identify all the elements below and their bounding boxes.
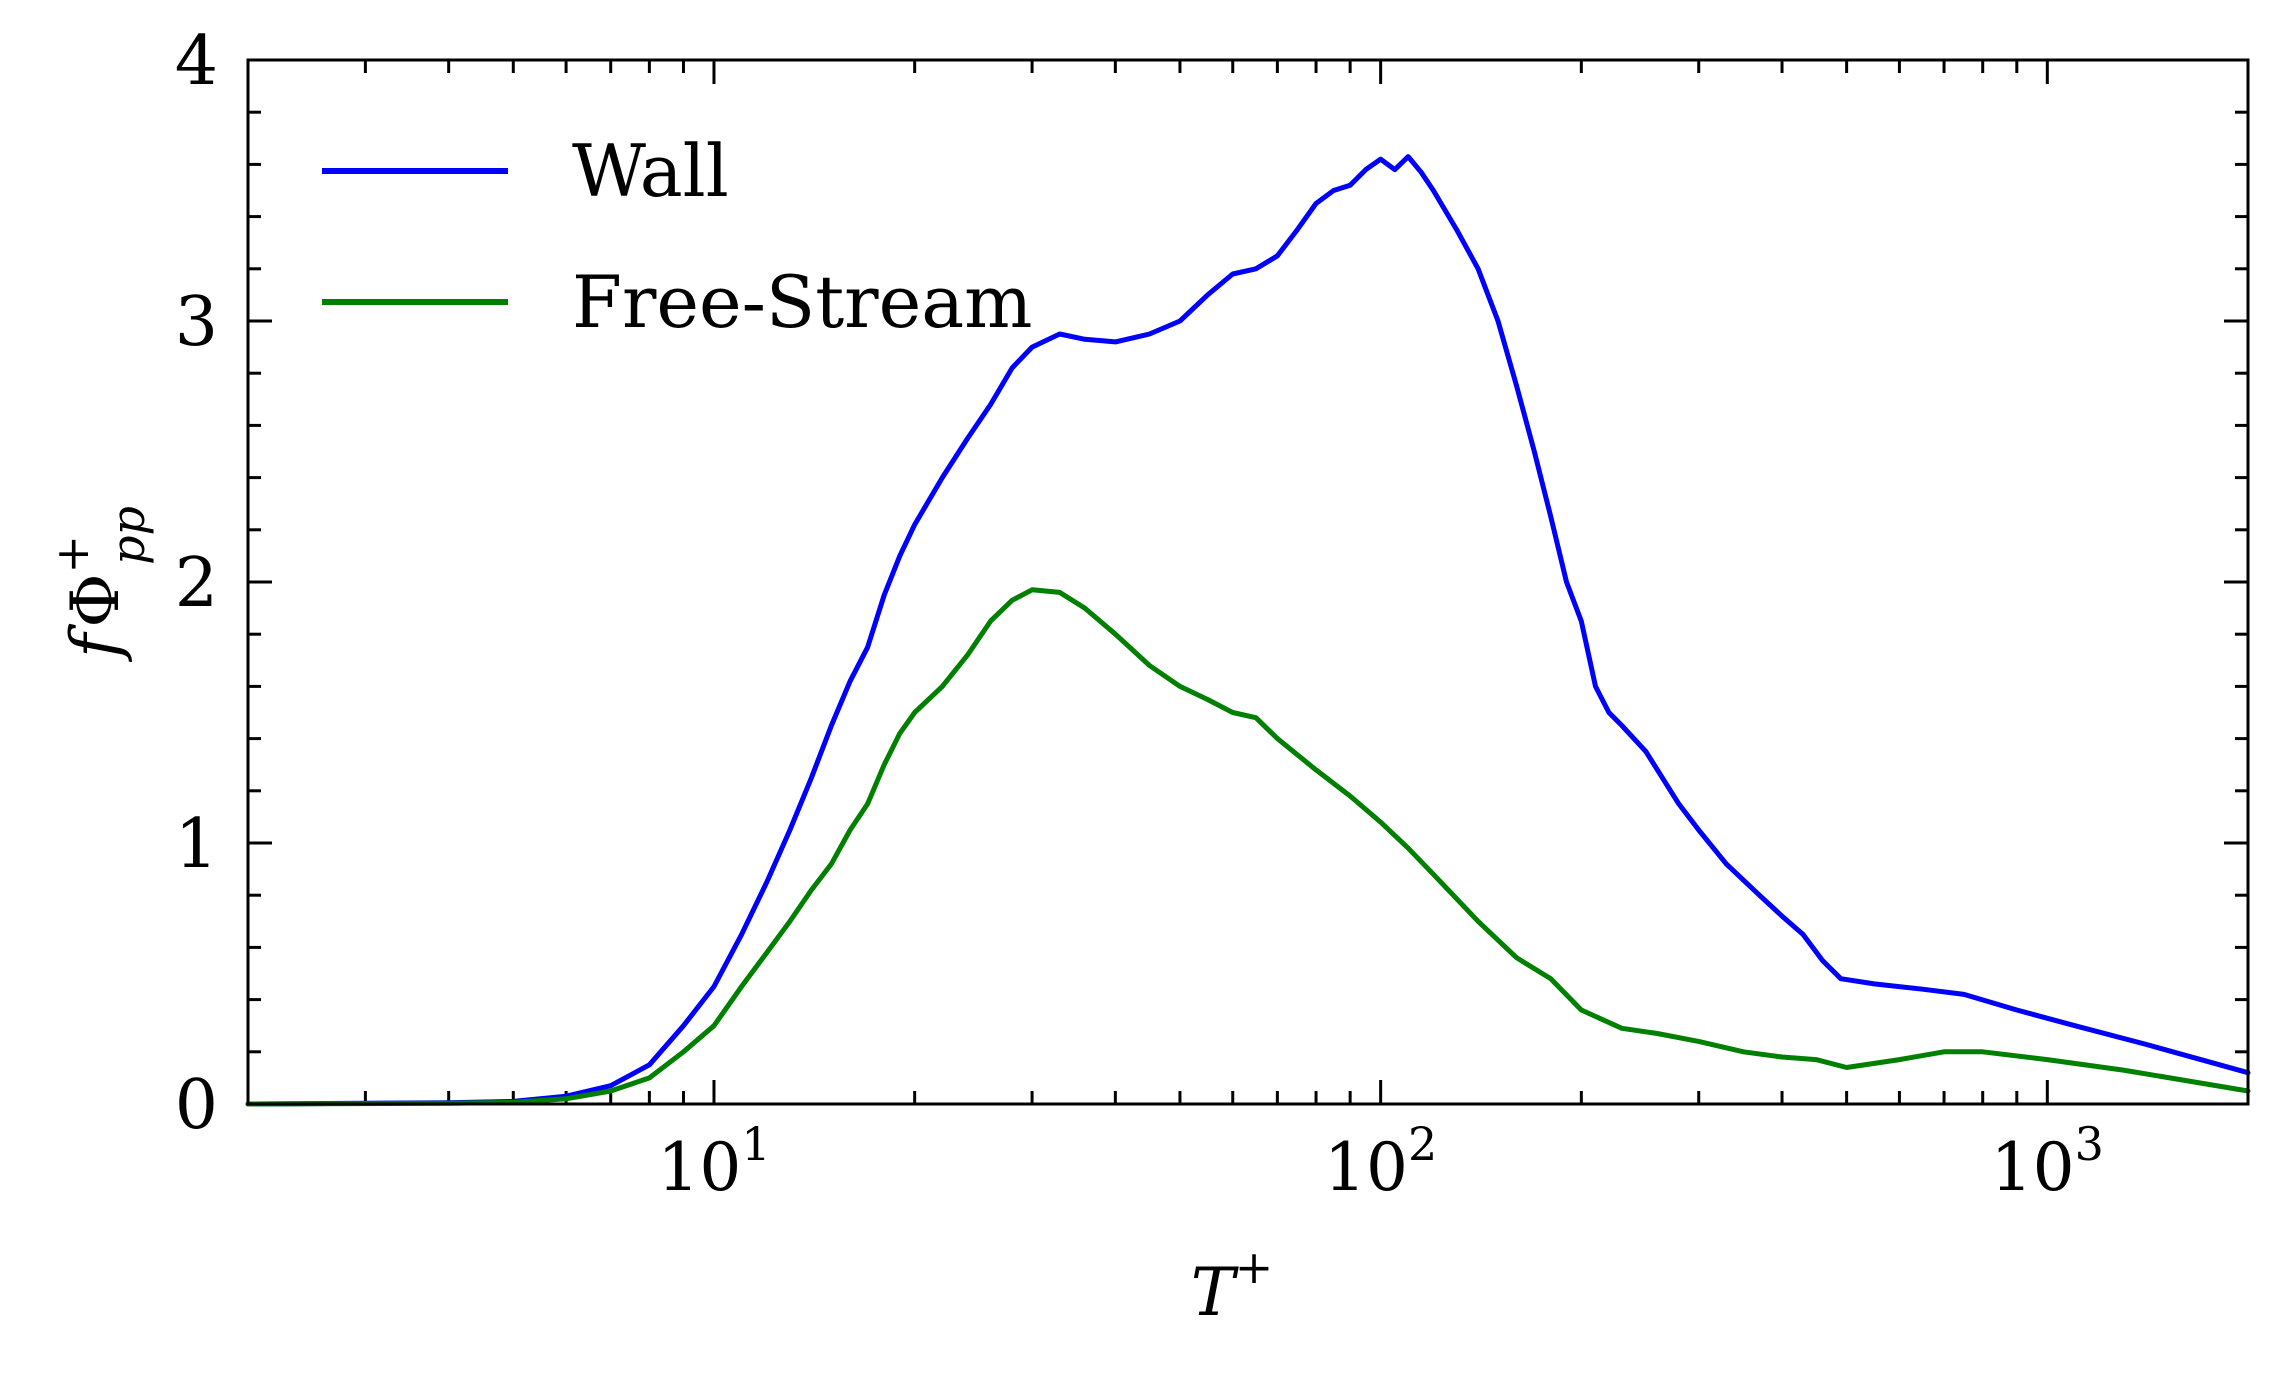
series-line-free-stream	[245, 587, 2251, 1107]
y-tick-labels: 0 1 2 3 4	[175, 22, 218, 1145]
y-tick-label: 0	[175, 1066, 218, 1145]
legend-label-free-stream: Free-Stream	[572, 260, 1032, 344]
y-tick-label: 1	[175, 805, 218, 884]
legend: Wall Free-Stream	[322, 129, 1032, 344]
y-tick-label: 4	[175, 22, 218, 101]
y-axis-label: fΦ+pp	[45, 506, 155, 663]
x-tick-labels: 101 102 103	[657, 1117, 2104, 1206]
y-tick-label: 3	[175, 283, 218, 362]
x-tick-label: 101	[657, 1117, 770, 1206]
y-tick-label: 2	[175, 544, 218, 623]
x-axis-label: T+	[1191, 1240, 1274, 1331]
plot-frame	[246, 58, 2250, 1106]
series-line-wall	[245, 154, 2251, 1107]
x-tick-label: 102	[1324, 1117, 1437, 1206]
legend-label-wall: Wall	[572, 129, 729, 213]
x-tick-label: 103	[1991, 1117, 2104, 1206]
data-series	[245, 154, 2251, 1107]
axis-ticks	[246, 58, 2250, 1106]
